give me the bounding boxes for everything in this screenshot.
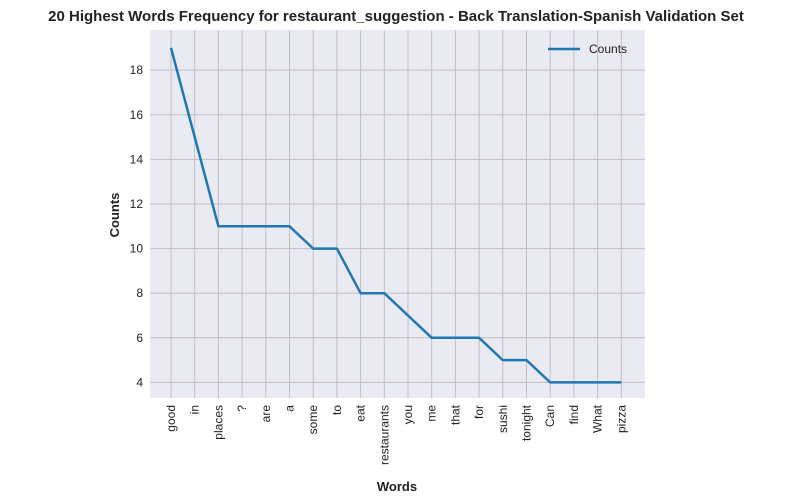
- x-tick-label: find: [567, 405, 581, 424]
- y-axis-ticks: 4 6 8 10 12 14 16 18: [130, 63, 144, 389]
- x-tick-label: that: [448, 404, 462, 425]
- series-line-counts: [169, 47, 622, 384]
- x-tick-label: What: [591, 404, 605, 433]
- y-tick-label: 18: [130, 63, 144, 77]
- y-gridlines: [150, 69, 645, 383]
- plot-area: [150, 30, 645, 398]
- y-tick-label: 12: [130, 197, 144, 211]
- legend-label-counts: Counts: [589, 42, 627, 56]
- x-tick-label: tonight: [520, 404, 534, 441]
- y-tick-label: 8: [136, 286, 143, 300]
- x-tick-label: you: [401, 405, 415, 424]
- x-tick-label: are: [259, 405, 273, 423]
- x-tick-label: a: [283, 405, 297, 412]
- x-axis-ticks: good in places? are a some to eat restaurants you…: [164, 404, 628, 465]
- x-tick-label: sushi: [496, 405, 510, 433]
- x-tick-label: Can: [543, 405, 557, 427]
- x-tick-label: good: [164, 405, 178, 432]
- x-tick-label: eat: [354, 404, 368, 421]
- y-tick-label: 10: [130, 242, 144, 256]
- x-tick-label: ?: [235, 405, 249, 412]
- x-tick-label: me: [425, 405, 439, 422]
- y-axis-label: Counts: [107, 193, 122, 238]
- x-tick-label: in: [188, 405, 202, 414]
- y-tick-label: 4: [136, 375, 143, 389]
- y-tick-label: 14: [130, 152, 144, 166]
- x-tick-label: to: [330, 405, 344, 415]
- x-axis-label: Words: [377, 479, 417, 494]
- x-tick-label: for: [472, 405, 486, 419]
- chart-title: 20 Highest Words Frequency for restauran…: [48, 8, 744, 25]
- legend: Counts: [548, 42, 627, 56]
- x-tick-label: restaurants: [377, 405, 391, 465]
- x-tick-label: some: [306, 405, 320, 435]
- y-tick-label: 16: [130, 108, 144, 122]
- data-points: [170, 47, 622, 383]
- x-tick-label: places: [211, 405, 225, 440]
- x-tick-label: pizza: [614, 405, 628, 433]
- y-tick-label: 6: [136, 331, 143, 345]
